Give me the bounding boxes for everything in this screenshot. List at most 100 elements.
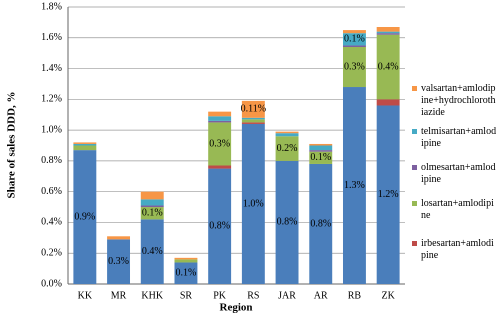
legend-swatch (412, 129, 417, 134)
bar-segment (342, 87, 366, 285)
y-tick-label: 0.2% (41, 248, 62, 259)
legend-item: losartan+amlodipine (412, 198, 500, 222)
data-label: 1.0% (243, 198, 264, 209)
legend-item: olmesartan+amlodipine (412, 162, 500, 186)
bar-segment (73, 145, 97, 151)
bar-segment (174, 257, 198, 260)
bar-segment (208, 120, 232, 123)
bar-segment (140, 199, 164, 206)
data-label: 0.2% (277, 143, 298, 154)
bar-segment (309, 145, 333, 151)
bar-segment (140, 205, 164, 208)
x-tick-label: RS (247, 290, 259, 301)
y-tick-label: 1.4% (41, 63, 62, 74)
bar-segment (309, 150, 333, 152)
bar-segment (342, 33, 366, 46)
data-label: 0.9% (74, 211, 95, 222)
bar-segment (107, 239, 131, 284)
data-label: 0.3% (108, 256, 129, 267)
y-tick-label: 1.6% (41, 32, 62, 43)
bar-segment (309, 151, 333, 164)
legend-item: valsartan+amlodipine+hydrochlorothiazide (412, 83, 500, 119)
bar-segment (275, 136, 299, 161)
bar-segment (309, 163, 333, 284)
bar-segment (275, 131, 299, 134)
y-tick-label: 0.0% (41, 278, 62, 289)
bar-segment (241, 123, 265, 284)
legend-swatch (412, 201, 417, 206)
y-axis-title: Share of sales DDD, % (6, 91, 18, 198)
bar-segment (241, 100, 265, 118)
legend-item: telmisartan+amlodipine (412, 126, 500, 150)
y-tick-label: 1.2% (41, 94, 62, 105)
bar-segment (208, 111, 232, 117)
x-tick-label: MR (111, 290, 127, 301)
x-tick-label: KHK (141, 290, 163, 301)
x-tick-label: PK (213, 290, 227, 301)
bar-segment (208, 168, 232, 284)
x-tick-label: KK (78, 290, 93, 301)
legend-label: olmesartan+amlodipine (421, 162, 496, 185)
data-label: 0.8% (310, 218, 331, 229)
bar-segment (208, 116, 232, 121)
bar-segment (208, 165, 232, 169)
bar-segment (376, 34, 400, 100)
bar-segment (342, 45, 366, 48)
x-tick-label: JAR (278, 290, 296, 301)
data-label: 0.3% (209, 138, 230, 149)
data-label: 0.11% (241, 104, 266, 115)
legend-label: telmisartan+amlodipine (421, 126, 497, 149)
data-label: 0.1% (176, 268, 197, 279)
data-label: 0.4% (142, 246, 163, 257)
x-tick-label: SR (180, 290, 193, 301)
bar-segment (241, 122, 265, 124)
legend-swatch (412, 241, 417, 246)
bar-segment (73, 142, 97, 144)
x-tick-label: AR (314, 290, 328, 301)
y-tick-label: 0.8% (41, 155, 62, 166)
bar-segment (140, 207, 164, 220)
data-label: 1.3% (344, 180, 365, 191)
bar-segment (275, 133, 299, 137)
bar-segment (275, 160, 299, 284)
y-tick-label: 1.0% (41, 124, 62, 135)
bar-segment (107, 236, 131, 240)
bar-segment (174, 259, 198, 263)
bar-segment (174, 262, 198, 284)
data-label: 0.1% (344, 34, 365, 45)
legend-label: losartan+amlodipine (421, 198, 494, 221)
x-tick-label: ZK (381, 290, 395, 301)
bar-segment (376, 33, 400, 35)
bar-segment (376, 27, 400, 32)
bar-segment (376, 99, 400, 106)
data-label: 0.3% (344, 61, 365, 72)
data-label: 0.8% (277, 217, 298, 228)
legend-swatch (412, 165, 417, 170)
legend-label: irbesartan+amlodipine (421, 238, 494, 261)
y-tick-label: 0.4% (41, 217, 62, 228)
legend-label: valsartan+amlodipine+hydrochlorothiazide (421, 83, 496, 118)
y-tick-label: 0.6% (41, 186, 62, 197)
legend-swatch (412, 86, 417, 91)
x-axis-title: Region (220, 302, 253, 314)
y-tick-label: 1.8% (41, 1, 62, 12)
bar-segment (342, 30, 366, 34)
bar-segment (208, 122, 232, 166)
legend-item: irbesartan+amlodipine (412, 238, 500, 262)
bar-segment (241, 119, 265, 123)
bar-segment (376, 31, 400, 34)
data-label: 0.4% (378, 61, 399, 72)
bar-segment (342, 47, 366, 88)
bar-segment (73, 150, 97, 284)
bar-segment (140, 191, 164, 200)
data-label: 1.2% (378, 189, 399, 200)
bar-segment (140, 219, 164, 284)
bar-segment (309, 143, 333, 146)
x-tick-label: RB (348, 290, 362, 301)
data-label: 0.8% (209, 221, 230, 232)
data-label: 0.1% (142, 208, 163, 219)
bar-segment (73, 143, 97, 146)
bar-segment (376, 105, 400, 284)
